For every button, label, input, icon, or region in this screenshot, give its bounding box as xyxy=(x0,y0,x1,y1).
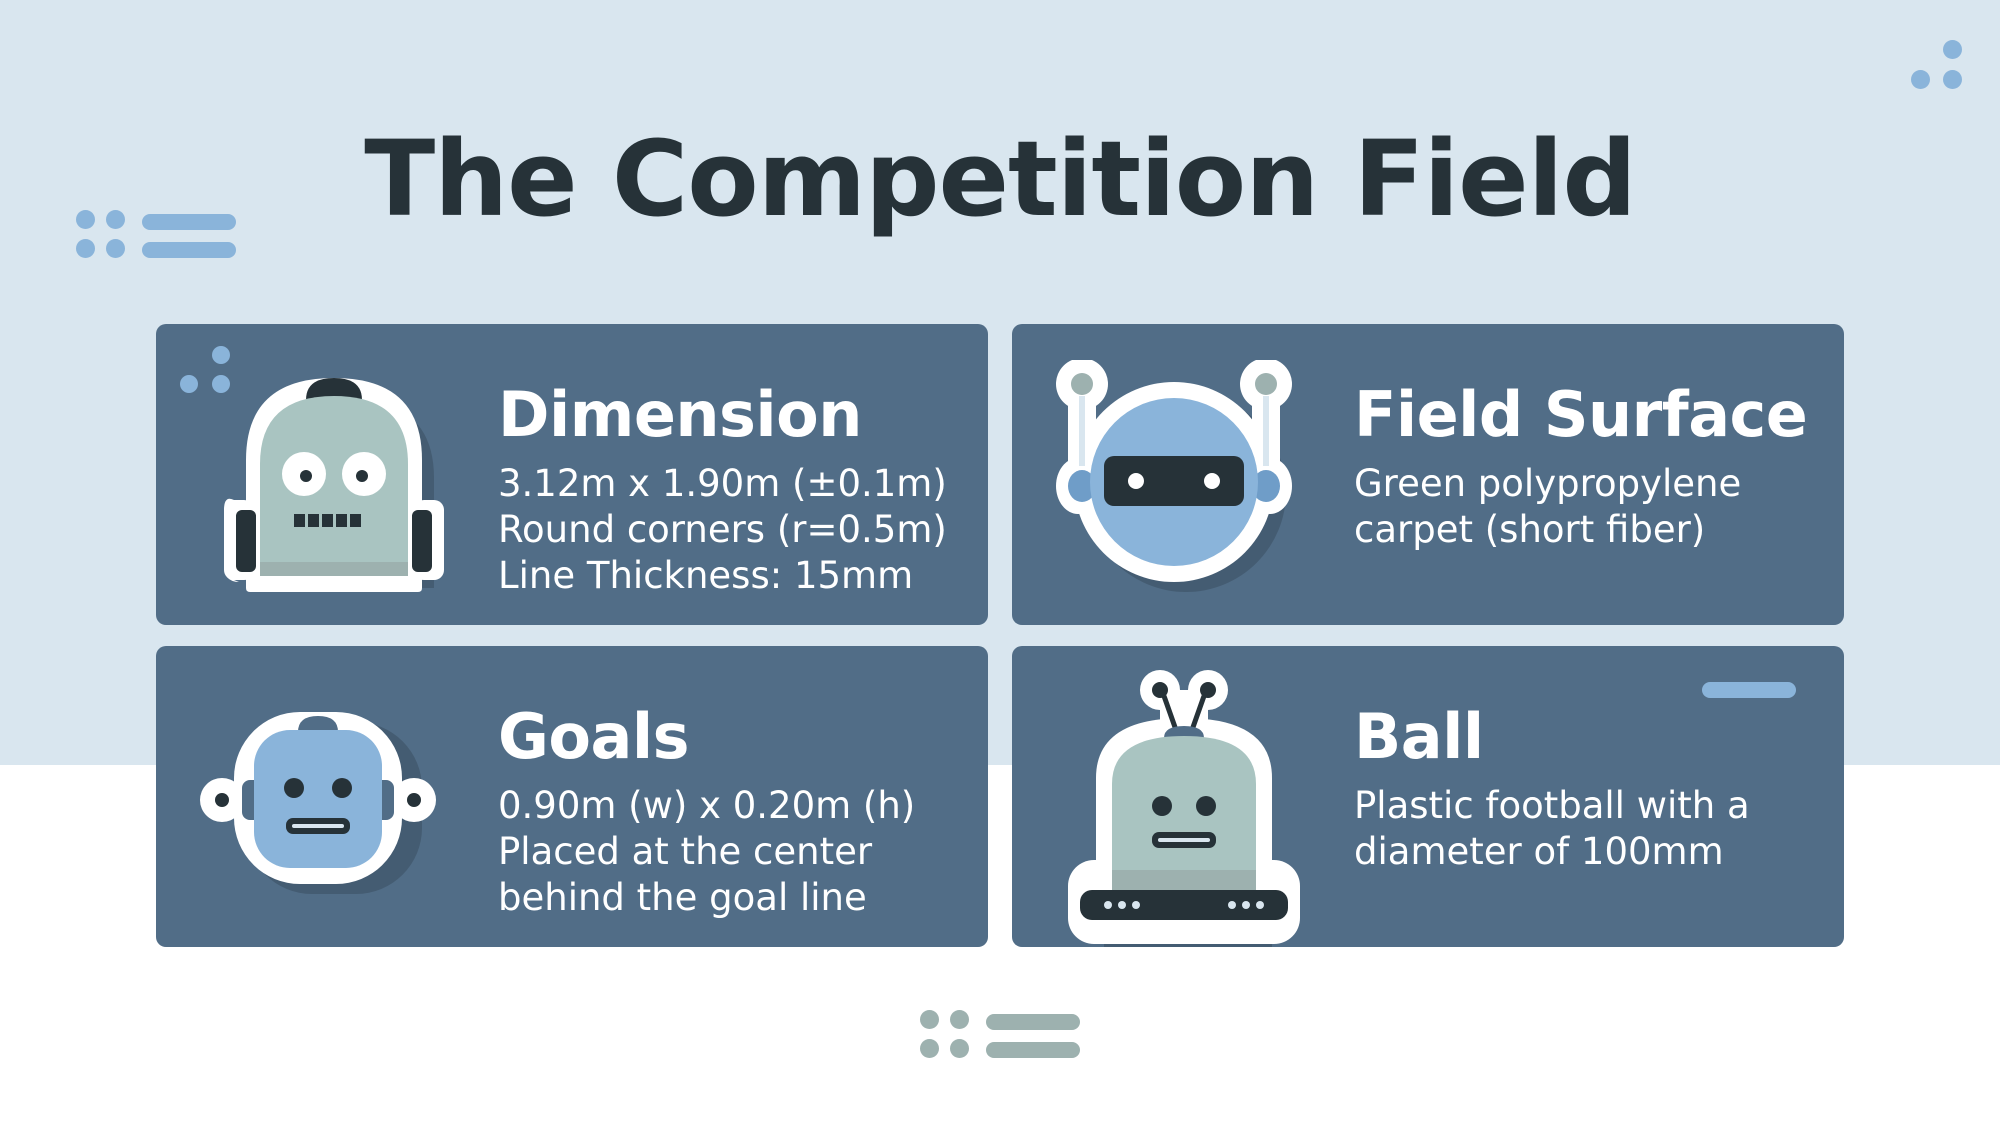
card-line: Round corners (r=0.5m) xyxy=(498,508,947,551)
decoration-bar-card xyxy=(1702,682,1796,698)
card-goals: Goals 0.90m (w) x 0.20m (h) Placed at th… xyxy=(156,646,988,947)
card-line: Placed at the center xyxy=(498,830,873,873)
card-field-surface: Field Surface Green polypropylene carpet… xyxy=(1012,324,1844,625)
card-line: Green polypropylene xyxy=(1354,462,1742,505)
card-heading: Field Surface xyxy=(1354,378,1808,451)
card-line: 3.12m x 1.90m (±0.1m) xyxy=(498,462,947,505)
card-line: Line Thickness: 15mm xyxy=(498,554,914,597)
robot-visor-head-icon xyxy=(1054,358,1294,600)
robot-backpack-head-icon xyxy=(214,360,454,600)
card-line: 0.90m (w) x 0.20m (h) xyxy=(498,784,916,827)
card-ball-text: Ball Plastic football with a diameter of… xyxy=(1354,701,1824,875)
decoration-dots-card xyxy=(178,346,230,396)
card-dimension-text: Dimension 3.12m x 1.90m (±0.1m) Round co… xyxy=(498,379,968,599)
card-dimension: Dimension 3.12m x 1.90m (±0.1m) Round co… xyxy=(156,324,988,625)
card-heading: Ball xyxy=(1354,700,1484,773)
decoration-dots-bars-left xyxy=(74,208,244,260)
card-field-surface-text: Field Surface Green polypropylene carpet… xyxy=(1354,379,1824,553)
card-ball: Ball Plastic football with a diameter of… xyxy=(1012,646,1844,947)
card-line: diameter of 100mm xyxy=(1354,830,1724,873)
card-goals-text: Goals 0.90m (w) x 0.20m (h) Placed at th… xyxy=(498,701,968,921)
decoration-dots-bars-bottom xyxy=(918,1008,1088,1060)
page-title: The Competition Field xyxy=(364,118,1637,240)
card-heading: Dimension xyxy=(498,378,862,451)
card-line: carpet (short fiber) xyxy=(1354,508,1706,551)
robot-square-head-icon xyxy=(198,676,438,916)
robot-dome-head-icon xyxy=(1064,664,1304,947)
card-line: Plastic football with a xyxy=(1354,784,1750,827)
card-heading: Goals xyxy=(498,700,689,773)
card-line: behind the goal line xyxy=(498,876,867,919)
decoration-dots-top-right xyxy=(1905,40,1965,95)
